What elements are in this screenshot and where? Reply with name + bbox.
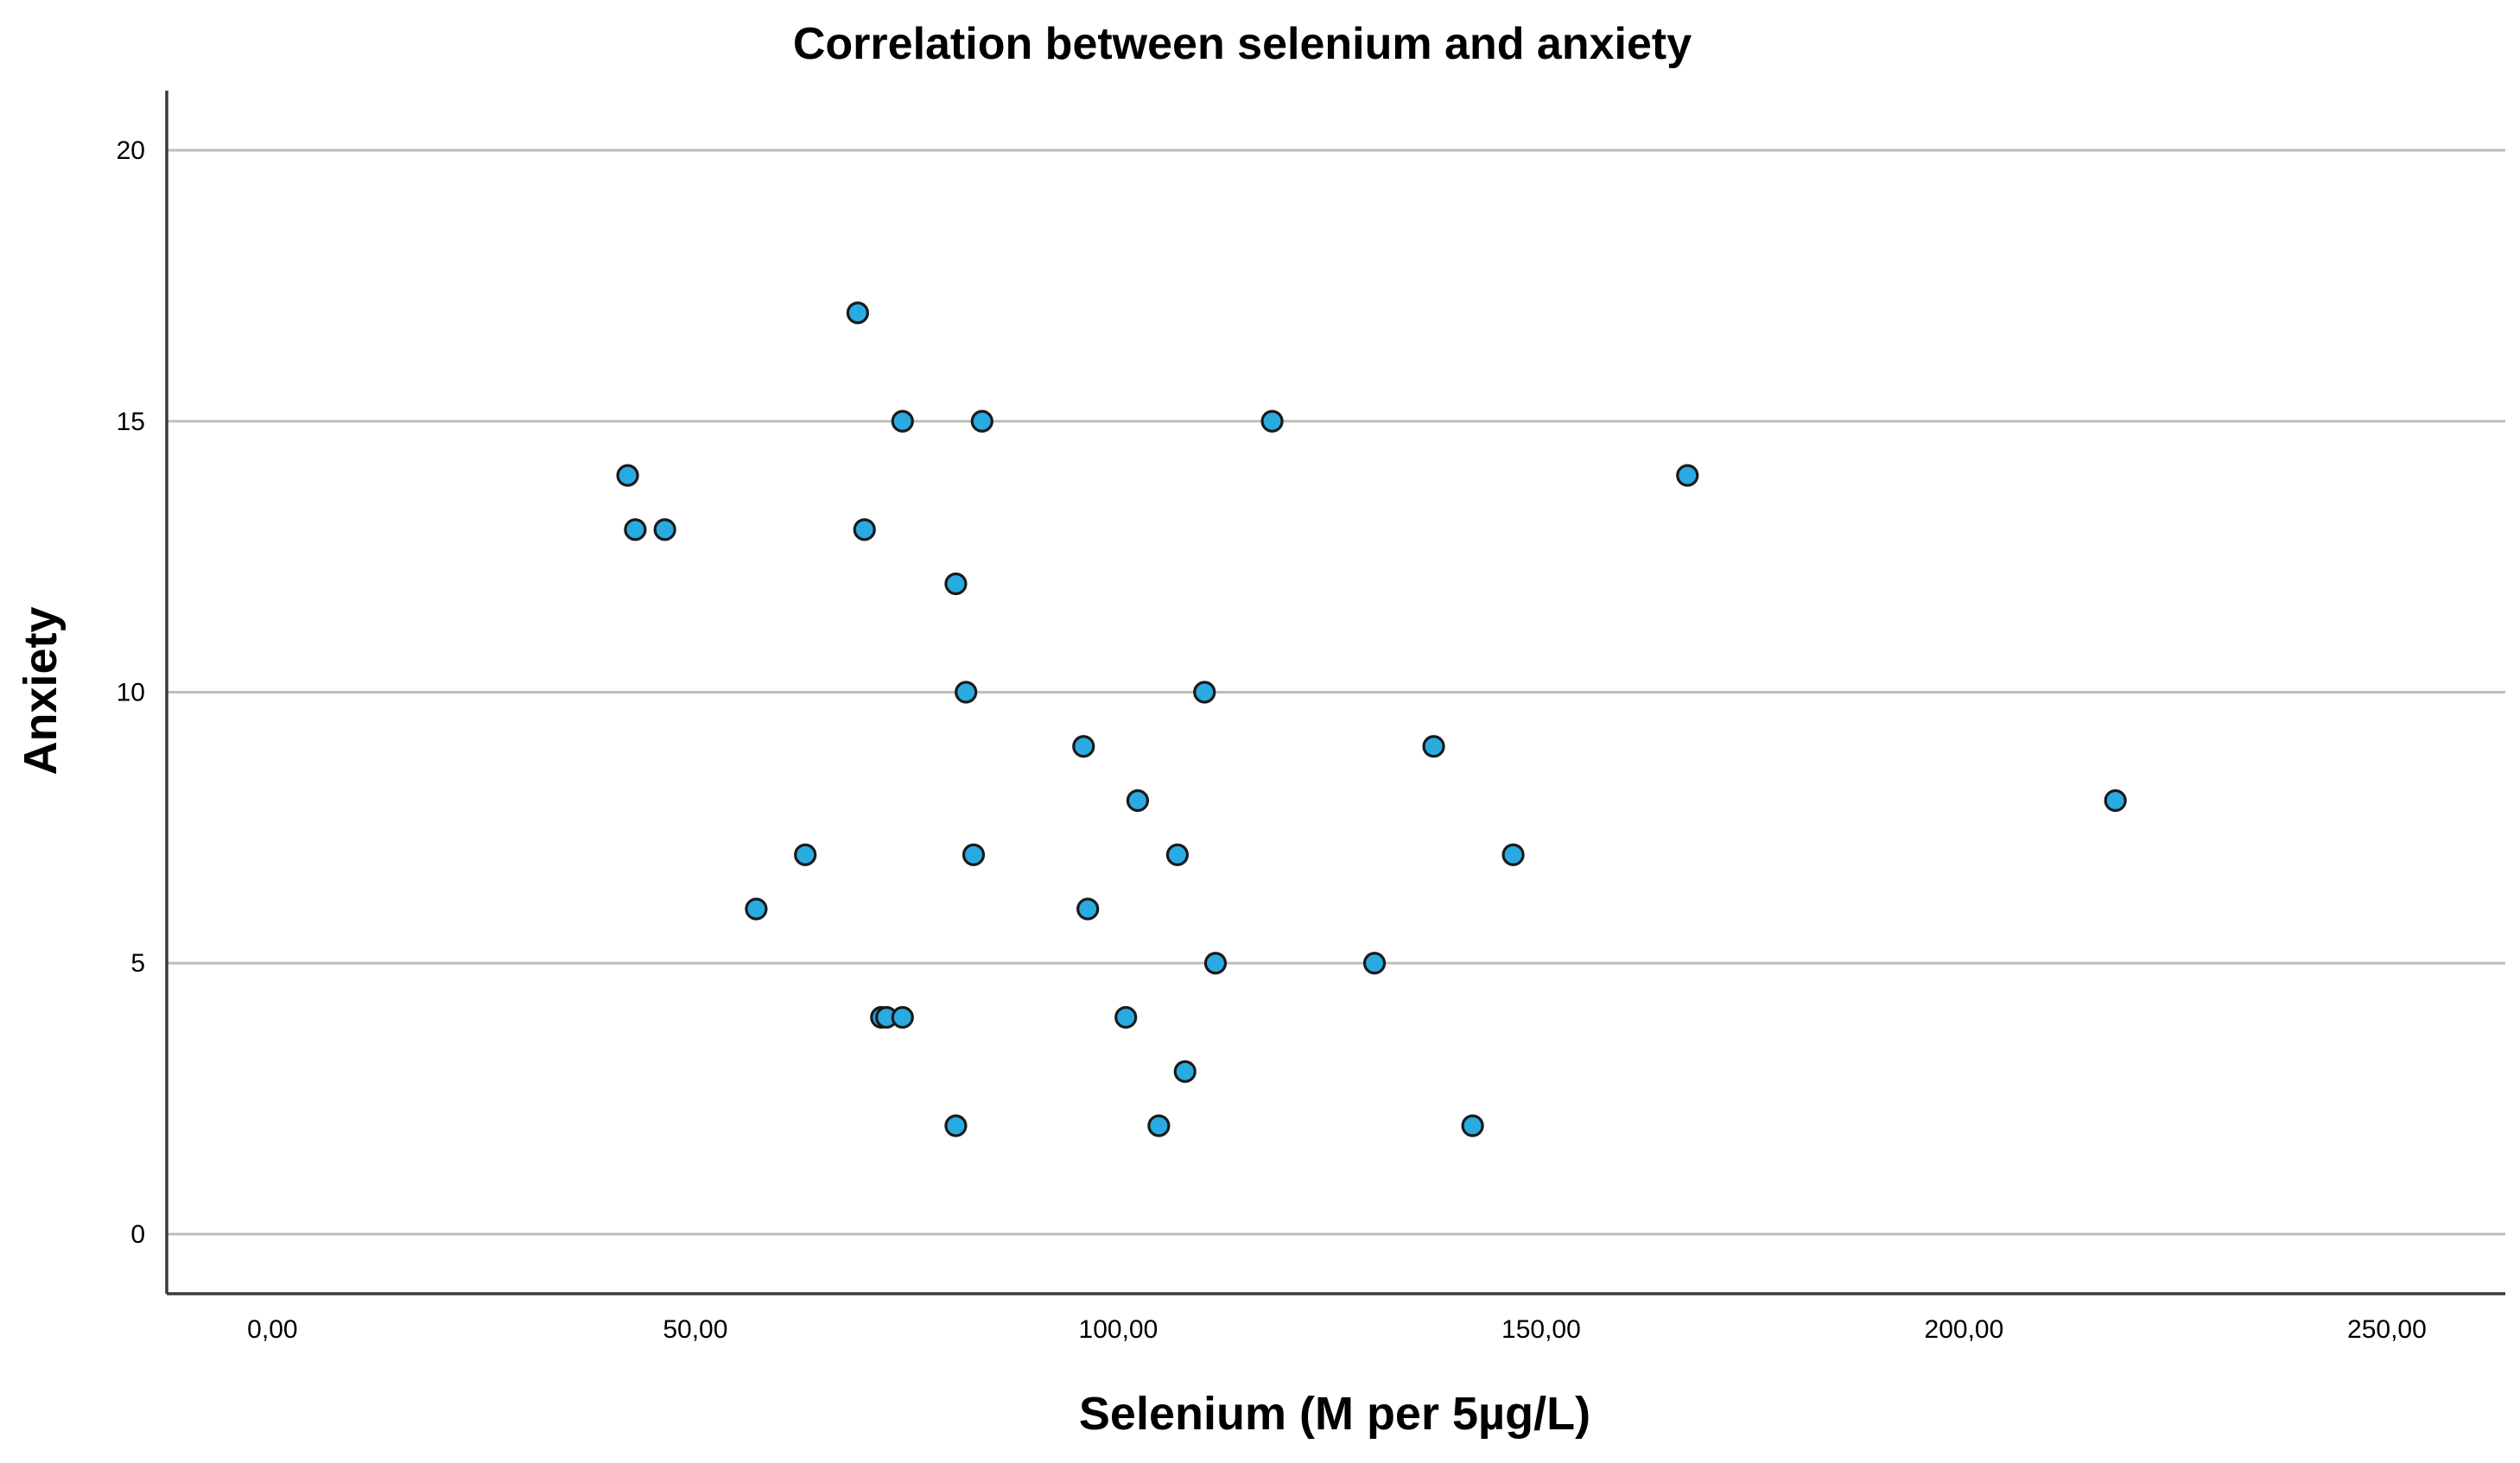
data-point	[944, 572, 968, 596]
data-point	[955, 681, 978, 704]
y-tick-label: 20	[117, 136, 145, 165]
data-point	[616, 464, 639, 487]
x-tick-label: 250,00	[2347, 1315, 2427, 1344]
data-point	[1072, 735, 1095, 758]
x-tick-labels: 0,00 50,00 100,00 150,00 200,00 250,00	[247, 1315, 2427, 1344]
y-tick-label: 5	[130, 949, 145, 978]
data-point	[794, 843, 817, 866]
data-point	[1114, 1005, 1138, 1029]
x-tick-label: 200,00	[1925, 1315, 2004, 1344]
y-tick-label: 10	[117, 679, 145, 707]
axes	[165, 91, 2505, 1295]
data-point	[962, 843, 986, 866]
data-point	[745, 897, 768, 921]
data-point	[1126, 788, 1150, 813]
data-point	[1422, 735, 1445, 758]
data-point	[970, 409, 993, 433]
x-tick-label: 50,00	[663, 1315, 727, 1344]
y-tick-label: 0	[130, 1220, 145, 1249]
data-point	[853, 518, 876, 542]
data-point	[2104, 788, 2127, 813]
data-point	[1203, 952, 1228, 975]
gridlines	[167, 149, 2505, 1236]
data-point	[1173, 1060, 1197, 1083]
data-point	[653, 518, 676, 542]
y-axis-label: Anxiety	[15, 606, 67, 775]
data-point	[1362, 952, 1387, 975]
data-point	[1461, 1114, 1484, 1137]
data-point	[624, 518, 647, 542]
chart-title: Correlation between selenium and anxiety	[793, 19, 1692, 69]
y-tick-label: 15	[117, 408, 145, 436]
x-tick-label: 150,00	[1501, 1315, 1581, 1344]
data-point	[891, 1005, 914, 1029]
x-tick-label: 0,00	[247, 1315, 297, 1344]
data-point	[1076, 897, 1100, 921]
data-point	[891, 409, 914, 433]
data-point	[1165, 843, 1190, 866]
data-point	[1501, 843, 1525, 866]
data-point	[1676, 464, 1699, 487]
data-point	[944, 1114, 968, 1137]
data-point	[846, 301, 869, 325]
data-point	[1147, 1114, 1171, 1137]
data-point	[1193, 681, 1216, 704]
x-axis-label: Selenium (M per 5µg/L)	[1079, 1388, 1590, 1440]
y-tick-labels: 0 5 10 15 20	[117, 136, 145, 1249]
data-point	[1260, 409, 1284, 433]
data-points	[616, 301, 2127, 1137]
x-tick-label: 100,00	[1079, 1315, 1158, 1344]
